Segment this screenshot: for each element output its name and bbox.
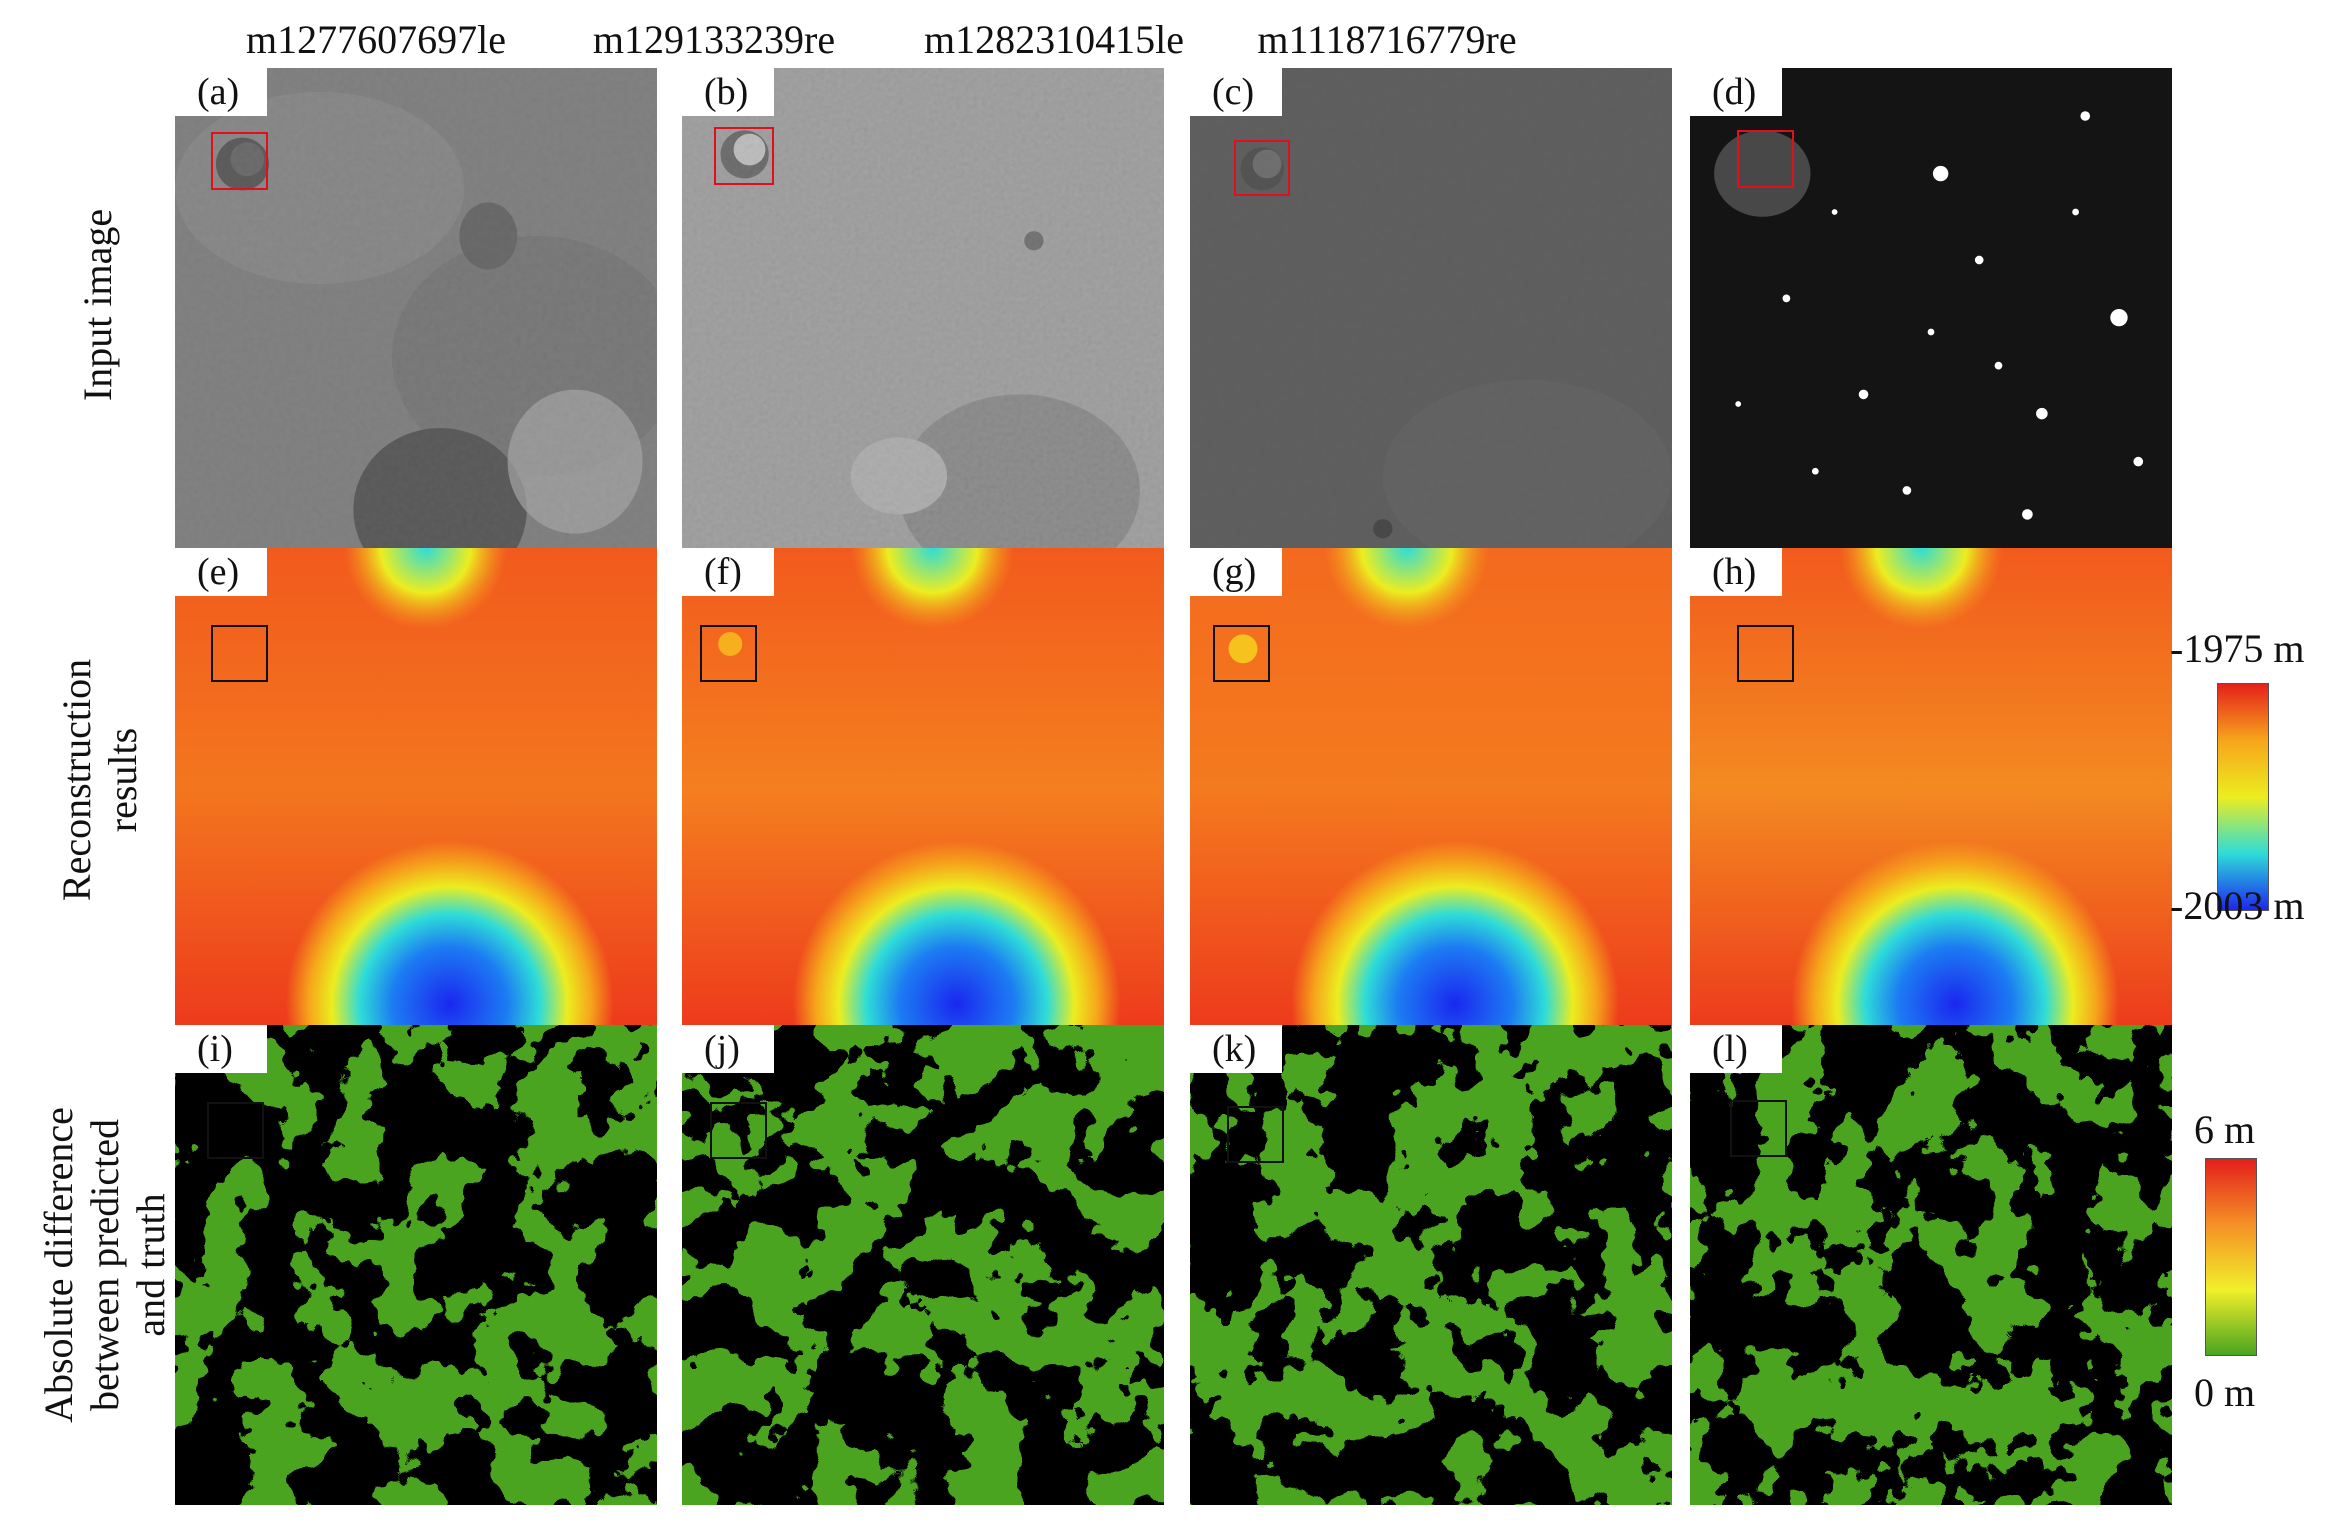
elevation-map-panel — [175, 548, 657, 1028]
elevation-map-panel — [1690, 548, 2172, 1028]
roi-box — [211, 132, 268, 190]
lunar-surface-image — [175, 68, 657, 548]
panel-label: (f) — [682, 548, 774, 596]
panel-label: (h) — [1690, 548, 1782, 596]
column-title-2: m129133239re — [592, 17, 836, 62]
column-title-1: m1277607697le — [246, 17, 506, 62]
roi-box — [1234, 140, 1290, 196]
difference-map-panel — [1690, 1025, 2172, 1505]
roi-box — [1213, 625, 1270, 682]
row-label-reconstruction-line1: Reconstruction — [54, 658, 99, 902]
roi-box — [207, 1102, 264, 1159]
difference-map-panel — [682, 1025, 1164, 1505]
input-image-panel — [1690, 68, 2172, 548]
input-image-panel — [1190, 68, 1672, 548]
difference-map — [1690, 1025, 2172, 1505]
elevation-map — [175, 548, 657, 1028]
panel-label: (d) — [1690, 68, 1782, 116]
row-label-input-text: Input image — [75, 208, 120, 402]
elevation-map-panel — [682, 548, 1164, 1028]
lunar-surface-image — [1690, 68, 2172, 548]
roi-box — [700, 625, 757, 682]
elevation-map-panel — [1190, 548, 1672, 1028]
panel-label: (j) — [682, 1025, 774, 1073]
difference-map — [1190, 1025, 1672, 1505]
roi-box — [211, 625, 268, 682]
colorbar-min-label: -2003 m — [2170, 883, 2305, 928]
colorbar-max-label: 6 m — [2194, 1107, 2256, 1152]
colorbar-min-label: 0 m — [2194, 1370, 2256, 1415]
column-title-4: m1118716779re — [1257, 17, 1517, 62]
panel-label: (k) — [1190, 1025, 1282, 1073]
difference-map-panel — [175, 1025, 657, 1505]
panel-label: (b) — [682, 68, 774, 116]
lunar-surface-image — [1190, 68, 1672, 548]
row-label-difference-line1: Absolute difference — [36, 1107, 81, 1423]
elevation-map — [1190, 548, 1672, 1028]
difference-colorbar — [2205, 1158, 2257, 1356]
panel-label: (l) — [1690, 1025, 1782, 1073]
panel-label: (i) — [175, 1025, 267, 1073]
column-title-3: m1282310415le — [924, 17, 1184, 62]
row-label-difference-line3: and truth — [128, 1193, 173, 1337]
panel-label: (g) — [1190, 548, 1282, 596]
roi-box — [1730, 1100, 1787, 1157]
elevation-map — [682, 548, 1164, 1028]
row-label-difference: Absolute difference between predicted an… — [36, 1107, 174, 1423]
row-label-difference-line2: between predicted — [82, 1118, 127, 1412]
roi-box — [1227, 1106, 1284, 1163]
panel-label: (a) — [175, 68, 267, 116]
roi-box — [714, 127, 774, 185]
panel-label: (e) — [175, 548, 267, 596]
roi-box — [710, 1102, 767, 1159]
difference-map — [175, 1025, 657, 1505]
panel-label: (c) — [1190, 68, 1282, 116]
roi-box — [1737, 625, 1794, 682]
elevation-colorbar — [2217, 683, 2269, 911]
roi-box — [1737, 130, 1794, 188]
row-label-input: Input image — [75, 209, 121, 401]
difference-map-panel — [1190, 1025, 1672, 1505]
input-image-panel — [175, 68, 657, 548]
colorbar-max-label: -1975 m — [2170, 626, 2305, 671]
row-label-reconstruction: Reconstruction results — [54, 659, 146, 901]
row-label-reconstruction-line2: results — [100, 727, 145, 833]
lunar-surface-image — [682, 68, 1164, 548]
input-image-panel — [682, 68, 1164, 548]
elevation-map — [1690, 548, 2172, 1028]
difference-map — [682, 1025, 1164, 1505]
